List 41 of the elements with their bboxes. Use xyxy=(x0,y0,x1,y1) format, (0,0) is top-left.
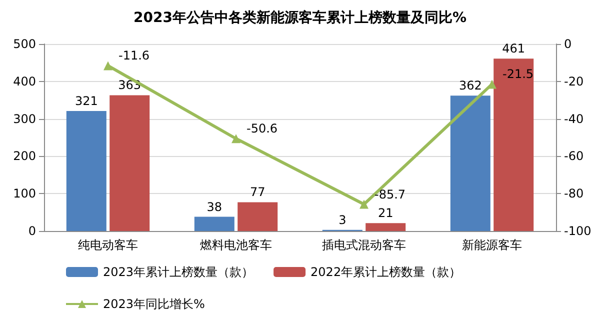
y2-tick-label: -20 xyxy=(564,74,584,88)
point xyxy=(104,61,112,70)
bar xyxy=(450,96,490,231)
data-label: 321 xyxy=(74,94,98,108)
x-tick-label: 纯电动客车 xyxy=(78,238,138,252)
data-label: 21 xyxy=(378,206,394,220)
data-label: 77 xyxy=(250,185,266,200)
bar xyxy=(366,223,406,231)
chart-title: 2023年公告中各类新能源客车累计上榜数量及同比% xyxy=(134,9,466,26)
y2-tick-label: -80 xyxy=(564,186,584,201)
legend-label: 2023年累计上榜数量（款） xyxy=(103,265,254,279)
y-tick-label: 300 xyxy=(13,112,36,126)
bar xyxy=(110,95,150,231)
y-tick-label: 400 xyxy=(13,74,36,88)
bar xyxy=(238,202,278,231)
data-label: 362 xyxy=(458,78,482,93)
x-tick-label: 插电式混动客车 xyxy=(322,238,406,252)
data-label: -50.6 xyxy=(246,122,278,136)
data-label: -85.7 xyxy=(374,187,406,202)
point xyxy=(232,134,240,144)
data-label: -11.6 xyxy=(118,48,150,63)
bar xyxy=(494,58,534,231)
data-label: 461 xyxy=(502,42,526,56)
y2-tick-label: 0 xyxy=(564,37,572,51)
point xyxy=(360,200,368,209)
x-tick-label: 新能源客车 xyxy=(462,238,522,252)
y-tick-label: 500 xyxy=(13,37,36,51)
x-tick-label: 燃料电池客车 xyxy=(200,238,272,252)
y2-tick-label: -100 xyxy=(564,224,592,238)
y-tick-label: 0 xyxy=(28,224,36,238)
bar xyxy=(66,110,106,231)
legend-label: 2022年累计上榜数量（款） xyxy=(310,265,462,279)
data-label: 38 xyxy=(206,200,222,214)
bar xyxy=(194,216,234,231)
y-tick-label: 200 xyxy=(13,149,36,164)
data-label: 3 xyxy=(338,212,346,227)
data-label: -21.5 xyxy=(502,67,534,82)
y-tick-label: 100 xyxy=(13,186,36,201)
legend-label: 2023年同比增长% xyxy=(103,297,205,311)
y2-tick-label: -60 xyxy=(564,149,584,164)
y2-tick-label: -40 xyxy=(564,112,584,126)
